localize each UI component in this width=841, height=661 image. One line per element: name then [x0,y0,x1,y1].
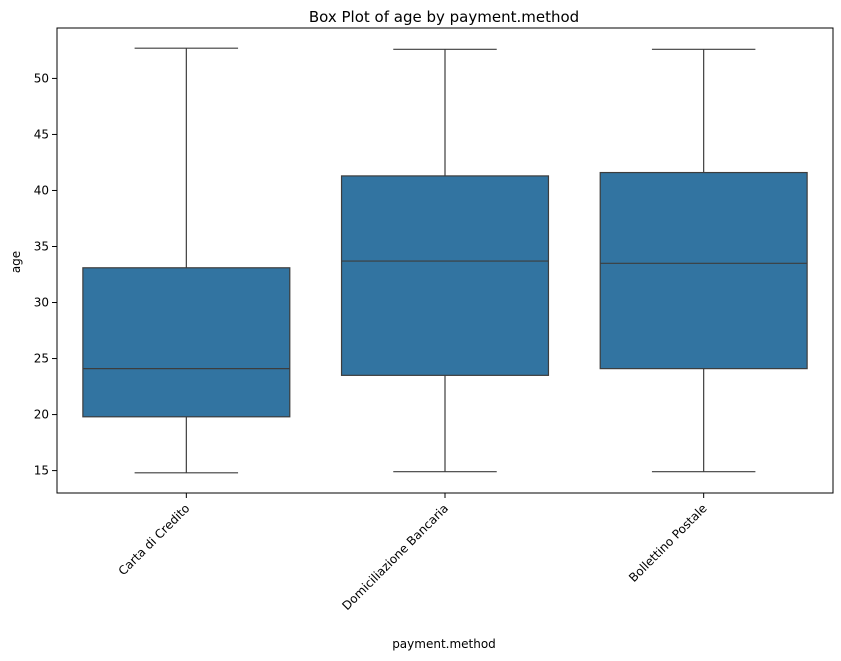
x-axis-label: payment.method [392,637,496,651]
box-group [82,47,291,474]
y-tick-label: 25 [34,352,49,366]
y-axis: 15 20 25 30 35 40 45 50 [34,71,57,478]
y-tick-label: 40 [34,183,49,197]
y-tick-label: 15 [34,464,49,478]
y-tick-label: 35 [34,239,49,253]
iqr-box [82,267,291,418]
x-tick-label: Bollettino Postale [626,501,710,585]
y-tick-label: 20 [34,408,49,422]
iqr-box [599,171,808,370]
x-axis: Carta di Credito Domiciliazione Bancaria B… [116,493,710,613]
y-tick-label: 45 [34,127,49,141]
y-tick-label: 30 [34,296,49,310]
x-tick-label: Carta di Credito [116,501,193,578]
iqr-box [340,175,550,376]
x-tick-label: Domiciliazione Bancaria [339,501,451,613]
y-tick-label: 50 [34,71,49,85]
chart-title: Box Plot of age by payment.method [309,8,579,26]
box-group [340,48,550,473]
y-axis-label: age [9,251,23,273]
plot-content [82,47,808,474]
box-group [599,48,808,473]
